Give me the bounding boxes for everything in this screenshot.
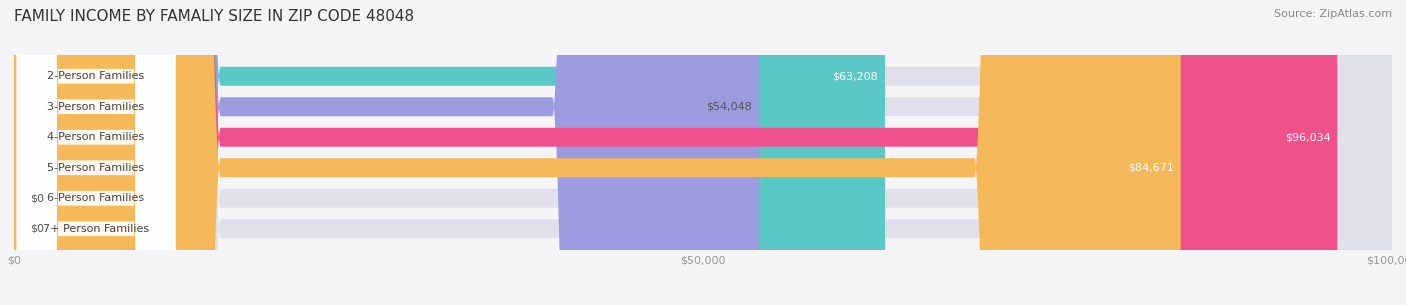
FancyBboxPatch shape	[17, 0, 176, 305]
FancyBboxPatch shape	[14, 0, 1392, 305]
Text: 4-Person Families: 4-Person Families	[48, 132, 145, 142]
FancyBboxPatch shape	[14, 0, 884, 305]
Text: $96,034: $96,034	[1285, 132, 1330, 142]
FancyBboxPatch shape	[14, 0, 759, 305]
Text: FAMILY INCOME BY FAMALIY SIZE IN ZIP CODE 48048: FAMILY INCOME BY FAMALIY SIZE IN ZIP COD…	[14, 9, 415, 24]
FancyBboxPatch shape	[17, 0, 176, 305]
FancyBboxPatch shape	[14, 0, 1181, 305]
FancyBboxPatch shape	[17, 0, 176, 305]
Text: 7+ Person Families: 7+ Person Families	[44, 224, 149, 234]
Text: $0: $0	[31, 224, 45, 234]
FancyBboxPatch shape	[17, 0, 176, 305]
Text: 2-Person Families: 2-Person Families	[48, 71, 145, 81]
Text: $63,208: $63,208	[832, 71, 879, 81]
FancyBboxPatch shape	[14, 0, 1392, 305]
Text: $54,048: $54,048	[706, 102, 752, 112]
FancyBboxPatch shape	[14, 0, 1392, 305]
Text: Source: ZipAtlas.com: Source: ZipAtlas.com	[1274, 9, 1392, 19]
FancyBboxPatch shape	[14, 0, 1392, 305]
Text: $84,671: $84,671	[1128, 163, 1174, 173]
Text: 6-Person Families: 6-Person Families	[48, 193, 145, 203]
FancyBboxPatch shape	[17, 0, 176, 305]
Text: 3-Person Families: 3-Person Families	[48, 102, 145, 112]
FancyBboxPatch shape	[14, 0, 1337, 305]
FancyBboxPatch shape	[17, 0, 176, 305]
FancyBboxPatch shape	[14, 0, 1392, 305]
Text: $0: $0	[31, 193, 45, 203]
FancyBboxPatch shape	[14, 0, 1392, 305]
Text: 5-Person Families: 5-Person Families	[48, 163, 145, 173]
